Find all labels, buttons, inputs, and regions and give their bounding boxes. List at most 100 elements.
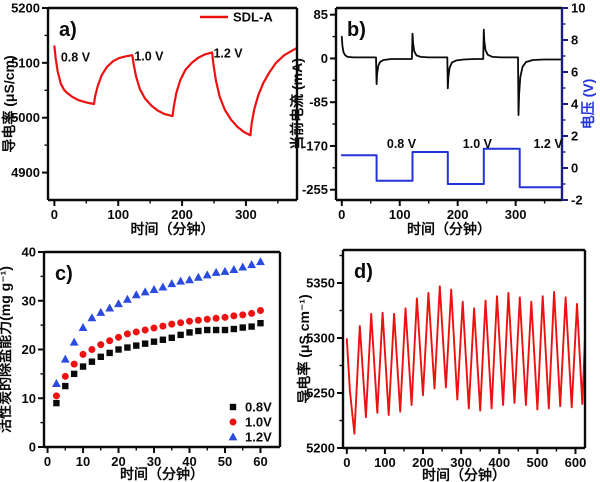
voltage-annotation: 1.2 V <box>533 137 563 151</box>
marker-circle <box>177 319 185 327</box>
marker-triangle <box>131 290 141 299</box>
marker-circle <box>239 311 247 319</box>
legend-label: 1.2V <box>245 430 272 445</box>
marker-circle <box>88 346 96 353</box>
marker-triangle <box>60 354 70 363</box>
marker-square <box>133 342 140 349</box>
marker-triangle <box>158 282 168 291</box>
marker-circle <box>159 322 167 330</box>
marker-circle <box>97 341 105 349</box>
series-SDL-A <box>53 45 297 137</box>
marker-circle <box>221 313 229 321</box>
voltage-annotation: 0.8 V <box>61 50 91 64</box>
marker-square <box>62 382 69 390</box>
marker-triangle <box>96 307 106 316</box>
x-axis-title: 时间（分钟） <box>407 221 491 237</box>
x-tick-label: 300 <box>505 207 527 222</box>
x-tick-label: 0 <box>44 454 51 469</box>
plot-area <box>343 250 585 448</box>
series-group <box>340 28 562 189</box>
x-axis-title: 时间（分钟） <box>131 221 215 237</box>
marker-triangle <box>228 432 238 441</box>
marker-circle <box>150 324 158 332</box>
marker-square <box>159 336 167 343</box>
marker-circle <box>123 330 131 338</box>
panel-letter: a) <box>59 19 77 41</box>
marker-circle <box>79 350 87 358</box>
line-voltage <box>340 147 562 189</box>
y2-tick-label: 10 <box>571 1 585 16</box>
marker-triangle <box>247 260 257 269</box>
panel-letter: c) <box>55 263 73 285</box>
marker-square <box>168 334 175 341</box>
y-tick-label: 5100 <box>11 55 40 70</box>
marker-triangle <box>220 266 230 275</box>
legend-label: 1.0V <box>245 415 272 430</box>
x-tick-label: 0 <box>51 207 58 222</box>
x-tick-label: 200 <box>447 207 469 222</box>
y-tick-label: 10 <box>22 391 36 406</box>
marker-square <box>195 327 202 335</box>
marker-square <box>106 349 113 357</box>
x-tick-label: 20 <box>111 454 125 469</box>
marker-circle <box>61 372 69 380</box>
y2-axis-title: 电压 (V) <box>580 79 596 130</box>
legend-label: 0.8V <box>245 400 272 415</box>
marker-square <box>53 399 60 407</box>
panel-a: 0 100 200 300 4900 5000 5100 5200 时间（分钟） 导电率 (μS/… <box>1 1 299 237</box>
x-tick-label: 600 <box>565 455 587 470</box>
legend: SDL-A <box>200 10 273 25</box>
marker-square <box>88 358 96 365</box>
marker-triangle <box>140 287 150 296</box>
y-tick-label: 0 <box>321 51 328 66</box>
marker-triangle <box>105 303 115 312</box>
legend-label: SDL-A <box>233 10 273 25</box>
marker-square <box>239 324 246 331</box>
legend: 0.8V1.0V1.2V <box>228 400 272 445</box>
y2-tick-label: 2 <box>571 129 578 144</box>
panel-c: 0 10 20 30 40 50 60010203040时间（分钟）活性炭的除盐能力(mg … <box>0 245 282 482</box>
line-current <box>340 28 562 116</box>
marker-square <box>230 325 238 333</box>
marker-circle <box>115 333 123 341</box>
marker-circle <box>70 360 78 368</box>
marker-triangle <box>211 267 221 276</box>
marker-square <box>212 326 220 334</box>
marker-triangle <box>229 264 239 273</box>
y-tick-label: -170 <box>302 138 328 153</box>
series-1.2V <box>52 257 265 388</box>
marker-triangle <box>202 270 212 279</box>
marker-triangle <box>52 379 61 388</box>
x-tick-label: 100 <box>107 207 129 222</box>
marker-triangle <box>185 275 194 284</box>
y-tick-label: 4900 <box>11 165 40 180</box>
marker-circle <box>256 307 264 314</box>
y-tick-label: 5000 <box>11 110 40 125</box>
x-tick-label: 10 <box>76 454 90 469</box>
y-axis-title: 导电率 (μS cm⁻¹) <box>296 294 312 403</box>
x-tick-label: 40 <box>182 454 196 469</box>
marker-circle <box>141 326 149 334</box>
marker-square <box>70 370 78 378</box>
y-tick-label: 5200 <box>11 1 40 16</box>
panel-letter: d) <box>354 261 373 283</box>
marker-triangle <box>193 272 203 281</box>
series-1.0V <box>52 307 264 400</box>
x-tick-label: 100 <box>389 207 411 222</box>
marker-circle <box>52 392 60 400</box>
marker-triangle <box>176 276 186 285</box>
marker-triangle <box>122 294 132 303</box>
voltage-annotation: 0.8 V <box>387 137 417 151</box>
marker-triangle <box>149 284 159 293</box>
x-tick-label: 50 <box>218 454 232 469</box>
marker-circle <box>248 309 256 317</box>
marker-square <box>221 326 229 334</box>
series-conductivity <box>345 285 586 435</box>
marker-triangle <box>78 322 88 331</box>
y2-tick-label: 6 <box>571 65 578 80</box>
marker-circle <box>203 315 211 323</box>
marker-square <box>248 323 255 330</box>
y-tick-label: 85 <box>314 7 328 22</box>
y-tick-label: 40 <box>22 245 36 260</box>
